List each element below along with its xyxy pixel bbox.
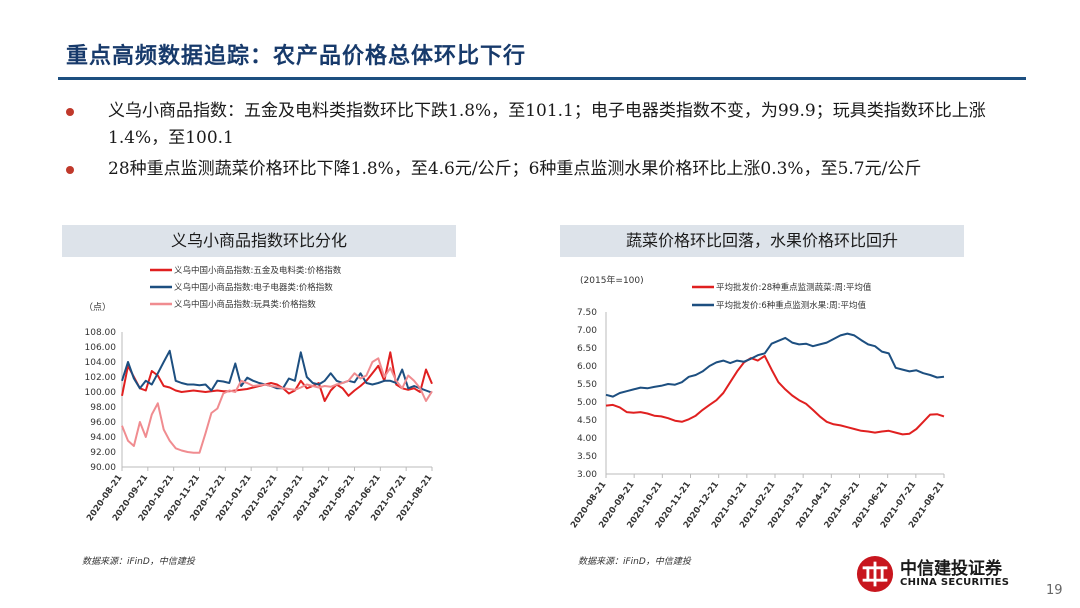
right-chart-series-line-2: [605, 332, 945, 398]
logo-chinese-name: 中信建投证券: [900, 559, 1002, 579]
right-chart-y-tick-label: 3.00: [577, 470, 597, 480]
left-chart-header: 义乌小商品指数环比分化: [62, 225, 456, 257]
left-data-source: 数据来源：iFinD，中信建投: [82, 557, 195, 567]
bullet-text: 义乌小商品指数：五金及电料类指数环比下跌1.8%，至101.1；电子电器类指数不…: [108, 101, 986, 148]
right-chart-y-tick-label: 7.00: [577, 326, 597, 336]
left-chart-y-tick-label: 108.00: [85, 328, 117, 338]
right-chart-unit-label: (2015年=100): [580, 274, 644, 286]
left-chart-y-tick-label: 96.00: [90, 418, 116, 428]
left-chart-series-line-2: [121, 349, 433, 394]
left-chart-y-tick-label: 94.00: [90, 433, 116, 443]
left-chart-unit-label: （点）: [84, 302, 111, 313]
right-chart-y-tick-label: 4.00: [577, 434, 597, 444]
bullet-item: 义乌小商品指数：五金及电料类指数环比下跌1.8%，至101.1；电子电器类指数不…: [66, 98, 1036, 152]
slide-title: 重点高频数据追踪：农产品价格总体环比下行: [66, 43, 527, 69]
title-divider: [58, 77, 1026, 80]
bullet-dot-icon: [66, 108, 74, 116]
right-chart-y-tick-label: 5.00: [577, 398, 597, 408]
left-chart-y-tick-label: 100.00: [85, 388, 117, 398]
right-chart-legend-label: 平均批发价:6种重点监测水果:周:平均值: [716, 300, 867, 311]
page-number: 19: [1046, 583, 1063, 598]
left-chart-y-tick-label: 92.00: [90, 448, 116, 458]
right-chart-y-tick-label: 3.50: [577, 452, 597, 462]
right-chart-y-tick-label: 6.50: [577, 344, 597, 354]
right-chart-y-tick-label: 7.50: [577, 308, 597, 318]
left-chart-y-tick-label: 102.00: [85, 373, 117, 383]
right-chart-y-tick-label: 5.50: [577, 380, 597, 390]
company-logo: 中信建投证券 CHINA SECURITIES: [856, 554, 1032, 594]
left-chart-legend-label: 义乌中国小商品指数:玩具类:价格指数: [174, 299, 316, 310]
right-chart-y-tick-label: 4.50: [577, 416, 597, 426]
right-chart-y-tick-label: 6.00: [577, 362, 597, 372]
left-chart-y-tick-label: 104.00: [85, 358, 117, 368]
right-data-source: 数据来源：iFinD，中信建投: [578, 557, 691, 567]
left-chart-series-line-1: [121, 351, 433, 402]
china-securities-logo-icon: [856, 555, 894, 593]
left-chart-y-tick-label: 106.00: [85, 343, 117, 353]
logo-english-name: CHINA SECURITIES: [900, 577, 1010, 588]
left-chart-y-tick-label: 98.00: [90, 403, 116, 413]
bullet-text: 28种重点监测蔬菜价格环比下降1.8%，至4.6元/公斤；6种重点监测水果价格环…: [108, 159, 922, 179]
bullet-item: 28种重点监测蔬菜价格环比下降1.8%，至4.6元/公斤；6种重点监测水果价格环…: [66, 156, 1036, 183]
left-chart-y-tick-label: 90.00: [90, 463, 116, 473]
left-chart-legend-label: 义乌中国小商品指数:电子电器类:价格指数: [174, 282, 333, 293]
right-chart-series-line-1: [605, 354, 945, 436]
right-chart-header: 蔬菜价格环比回落，水果价格环比回升: [560, 225, 964, 257]
right-chart-legend-label: 平均批发价:28种重点监测蔬菜:周:平均值: [716, 282, 872, 293]
left-chart-legend-label: 义乌中国小商品指数:五金及电料类:价格指数: [174, 265, 342, 276]
left-chart-series-line-3: [121, 357, 433, 454]
bullet-dot-icon: [66, 166, 74, 174]
bullet-list: 义乌小商品指数：五金及电料类指数环比下跌1.8%，至101.1；电子电器类指数不…: [66, 98, 1036, 187]
